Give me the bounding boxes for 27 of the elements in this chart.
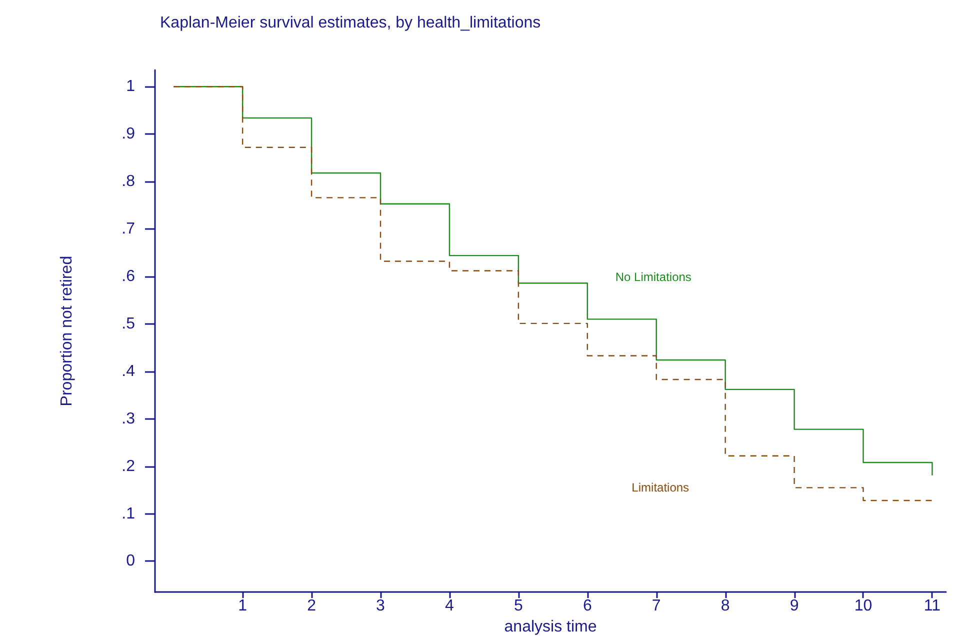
x-tick-label: 1 <box>238 598 248 615</box>
y-axis-title: Proportion not retired <box>58 256 76 406</box>
y-tick-label: .6 <box>122 268 136 285</box>
x-tick-label: 2 <box>307 598 316 615</box>
x-tick-label: 7 <box>652 598 661 615</box>
y-tick-label: .5 <box>122 315 136 332</box>
y-tick-label: .3 <box>122 410 136 428</box>
x-tick-label: 3 <box>376 598 386 615</box>
x-tick-label: 6 <box>582 598 592 615</box>
y-tick-label: .4 <box>122 362 136 380</box>
y-tick-label: 0 <box>126 552 136 570</box>
x-axis-title: analysis time <box>504 618 597 636</box>
x-tick-label: 10 <box>854 598 872 615</box>
x-tick-label: 11 <box>924 598 941 615</box>
y-tick-label: .7 <box>122 220 136 238</box>
x-tick-label: 9 <box>790 598 799 615</box>
y-tick-label: .2 <box>122 458 136 475</box>
x-tick-label: 5 <box>514 598 523 615</box>
chart-title: Kaplan-Meier survival estimates, by health_limitations <box>160 14 541 32</box>
text: Limitations <box>632 480 690 494</box>
y-tick-label: 1 <box>126 78 136 96</box>
x-tick-label: 4 <box>445 598 454 615</box>
x-tick-label: 8 <box>720 598 730 615</box>
text: No Limitations <box>615 270 692 284</box>
y-tick-label: .9 <box>122 126 136 143</box>
y-tick-label: .8 <box>122 173 136 190</box>
y-tick-label: .1 <box>122 505 136 522</box>
